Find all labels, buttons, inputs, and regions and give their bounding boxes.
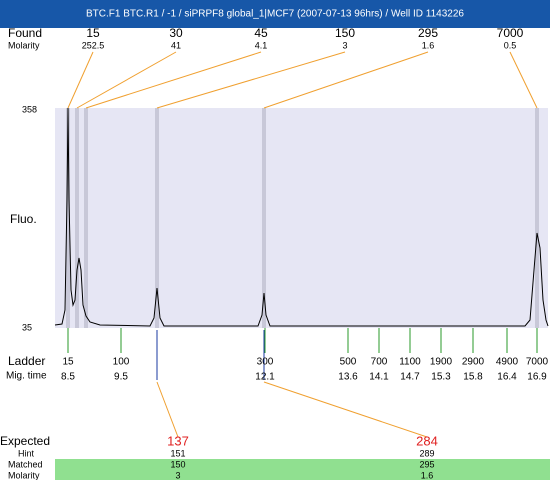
molarity-label: Molarity [8, 470, 40, 480]
found-size: 15 [86, 26, 100, 40]
found-molarity: 252.5 [82, 40, 105, 50]
ladder-label: Ladder [8, 354, 45, 368]
found-size: 295 [418, 26, 438, 40]
ladder-size: 1100 [399, 357, 421, 368]
ladder-size: 500 [340, 357, 357, 368]
hint-label: Hint [18, 448, 35, 458]
header-title: BTC.F1 BTC.R1 / -1 / siPRPF8 global_1|MC… [86, 9, 464, 20]
found-molarity-label: Molarity [8, 40, 40, 50]
ladder-time: 13.6 [338, 372, 358, 383]
found-molarity: 4.1 [255, 40, 268, 50]
ladder-time: 14.7 [400, 372, 420, 383]
ladder-time: 14.1 [369, 372, 389, 383]
ladder-size: 2900 [462, 357, 485, 368]
matched-molarity: 1.6 [421, 470, 434, 480]
ladder-time: 15.3 [431, 372, 451, 383]
found-size: 7000 [497, 26, 524, 40]
ladder-size: 100 [113, 357, 130, 368]
found-molarity: 41 [171, 40, 181, 50]
found-size: 45 [254, 26, 268, 40]
ladder-time: 15.8 [463, 372, 483, 383]
hint-size: 151 [170, 448, 185, 458]
expected-size: 137 [167, 433, 189, 448]
expected-label: Expected [0, 434, 50, 448]
ladder-size: 300 [257, 357, 274, 368]
ladder-size: 15 [62, 357, 74, 368]
ladder-size: 4900 [496, 357, 519, 368]
found-connector [67, 51, 94, 109]
found-molarity: 3 [342, 40, 347, 50]
found-connector [263, 51, 429, 109]
found-molarity: 1.6 [422, 40, 435, 50]
hint-size: 289 [419, 448, 434, 458]
trace [54, 107, 549, 327]
time-label: Mig. time [6, 371, 47, 382]
found-size: 150 [335, 26, 355, 40]
expected-size: 284 [416, 433, 438, 448]
plot-area [55, 108, 548, 328]
found-connector [509, 51, 538, 109]
ladder-time: 12.1 [255, 372, 275, 383]
matched-band [55, 459, 550, 480]
matched-molarity: 3 [175, 470, 180, 480]
ladder-size: 7000 [526, 357, 549, 368]
matched-size: 150 [170, 459, 185, 469]
y-min: 35 [22, 322, 32, 332]
ladder-time: 16.9 [527, 372, 547, 383]
found-size: 30 [169, 26, 183, 40]
found-connector [76, 51, 177, 109]
y-max: 358 [22, 104, 37, 114]
y-label: Fluo. [10, 212, 37, 226]
found-connector [85, 51, 262, 109]
found-molarity: 0.5 [504, 40, 517, 50]
found-label: Found [8, 26, 42, 40]
ladder-size: 1900 [430, 357, 453, 368]
connector [263, 381, 428, 438]
ladder-size: 700 [371, 357, 388, 368]
ladder-time: 9.5 [114, 372, 128, 383]
peak-bands [66, 108, 539, 328]
ladder-time: 8.5 [61, 372, 75, 383]
matched-label: Matched [8, 459, 43, 469]
connector [156, 381, 179, 438]
ladder-time: 16.4 [497, 372, 517, 383]
found-connector [156, 51, 346, 109]
matched-size: 295 [419, 459, 434, 469]
header-bar [0, 0, 550, 28]
